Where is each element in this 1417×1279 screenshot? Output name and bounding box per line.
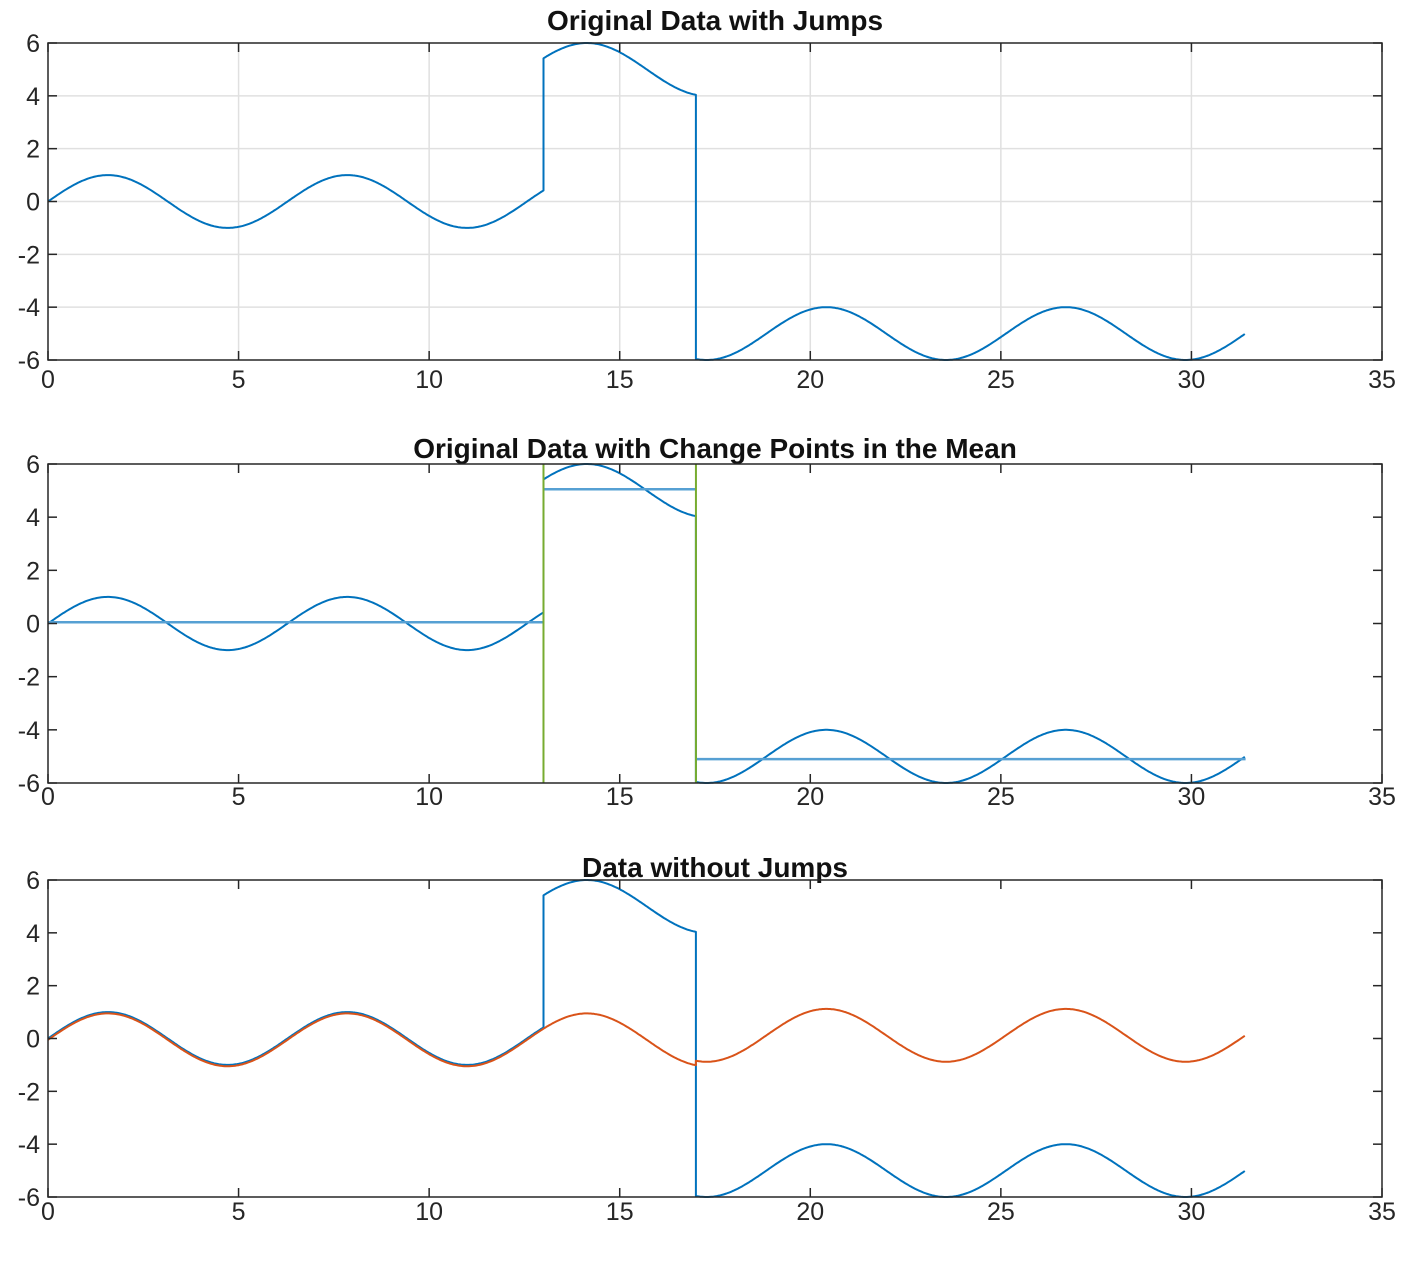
x-tick-label: 15: [606, 1198, 634, 1226]
y-tick-label: -4: [18, 1131, 40, 1159]
x-tick-label: 20: [796, 783, 824, 811]
y-tick-label: -6: [18, 1184, 40, 1212]
plot-area: 0 5 10 15 20 25 30 35 -6 -4 -2 0 2 4 6: [18, 867, 1396, 1226]
original-signal-path: [47, 463, 1246, 784]
x-tick-label: 0: [41, 1198, 55, 1226]
x-tick-label: 5: [232, 783, 246, 811]
y-tick-label: 4: [26, 83, 40, 111]
x-tick-label: 5: [232, 1198, 246, 1226]
x-tick-label: 35: [1368, 366, 1396, 394]
x-tick-label: 20: [796, 366, 824, 394]
x-tick-label: 30: [1178, 1198, 1206, 1226]
segment-mean-path: [48, 488, 1246, 761]
chart-canvas-original-data-with-jumps: Original Data with Jumps 0 5 10 15 20 25 30 35-…: [18, 5, 1396, 394]
y-tick-label: 6: [26, 30, 40, 58]
chart-canvas-change-points-in-mean: Original Data with Change Points in the …: [18, 433, 1396, 811]
y-tick-label: -2: [18, 1078, 40, 1106]
x-tick-label: 15: [606, 366, 634, 394]
y-tick-label: 4: [26, 920, 40, 948]
original-signal-path: [47, 879, 1246, 1198]
x-tick-label: 30: [1178, 366, 1206, 394]
original-signal-path: [47, 42, 1246, 361]
y-tick-label: -2: [18, 241, 40, 269]
x-tick-label: 25: [987, 1198, 1015, 1226]
y-tick-label: 4: [26, 504, 40, 532]
subplot-data-without-jumps: Data without Jumps 0 5 10 15 20 25 30 35 -6 -4 -2 0…: [0, 840, 1417, 1279]
axes-box: [47, 463, 1383, 784]
chart-title: Data without Jumps: [582, 852, 848, 883]
y-tick-label: 2: [26, 136, 40, 164]
axes-box: [47, 879, 1383, 1198]
x-tick-label: 10: [415, 1198, 443, 1226]
corrected-signal-path: [47, 1007, 1246, 1068]
plot-area: 0 5 10 15 20 25 30 35 -6 -4 -2 0 2 4 6: [18, 30, 1396, 394]
subplot-change-points-in-mean: Original Data with Change Points in the …: [0, 419, 1417, 840]
y-tick-label: 2: [26, 557, 40, 585]
x-tick-label: 30: [1178, 783, 1206, 811]
y-tick-label: -2: [18, 664, 40, 692]
subplot-original-data-with-jumps: Original Data with Jumps 0 5 10 15 20 25 30 35-…: [0, 0, 1417, 419]
y-tick-label: 0: [26, 611, 40, 639]
y-tick-label: -6: [18, 347, 40, 375]
x-tick-label: 5: [232, 366, 246, 394]
y-tick-label: -6: [18, 770, 40, 798]
y-tick-label: 6: [26, 451, 40, 479]
chart-canvas-data-without-jumps: Data without Jumps 0 5 10 15 20 25 30 35-6-4-20…: [18, 852, 1396, 1226]
x-tick-label: 25: [987, 783, 1015, 811]
x-tick-label: 0: [41, 366, 55, 394]
x-tick-label: 20: [796, 1198, 824, 1226]
chart-title: Original Data with Jumps: [547, 5, 883, 36]
y-tick-label: 0: [26, 1026, 40, 1054]
chart-title: Original Data with Change Points in the …: [413, 433, 1017, 464]
y-tick-label: -4: [18, 294, 40, 322]
x-tick-label: 35: [1368, 783, 1396, 811]
y-tick-label: 6: [26, 867, 40, 895]
x-tick-label: 10: [415, 366, 443, 394]
x-tick-label: 10: [415, 783, 443, 811]
x-tick-label: 25: [987, 366, 1015, 394]
y-tick-label: 2: [26, 973, 40, 1001]
x-tick-label: 15: [606, 783, 634, 811]
y-tick-label: 0: [26, 189, 40, 217]
plot-area: 0 5 10 15 20 25 30 35 -6 -4 -2 0 2 4 6: [18, 451, 1396, 811]
x-tick-label: 0: [41, 783, 55, 811]
x-tick-label: 35: [1368, 1198, 1396, 1226]
y-tick-label: -4: [18, 717, 40, 745]
